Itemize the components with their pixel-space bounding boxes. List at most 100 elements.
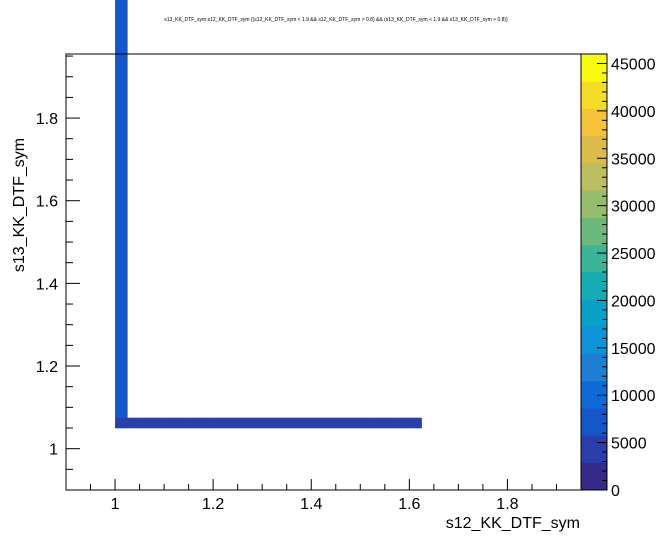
heatmap-cell: [115, 169, 128, 181]
colorbar-swatch: [581, 108, 607, 137]
heatmap-cell: [115, 107, 128, 119]
heatmap-cell: [115, 324, 128, 336]
colorbar-tick-label: 40000: [611, 104, 656, 121]
heatmap-cell: [115, 345, 128, 356]
heatmap-cell: [115, 293, 128, 305]
y-tick-label: 1.8: [36, 111, 58, 128]
colorbar-swatch: [581, 408, 607, 436]
colorbar-swatch: [581, 217, 607, 246]
heatmap-cell: [384, 417, 398, 429]
heatmap-cell: [115, 304, 128, 315]
colorbar-tick-label: 30000: [611, 199, 656, 216]
heatmap-cell: [115, 242, 128, 253]
heatmap-cell: [115, 118, 128, 129]
colorbar-swatch: [581, 326, 607, 355]
colorbar-tick-label: 25000: [611, 246, 656, 263]
heatmap-cell: [115, 45, 128, 57]
heatmap-cell: [127, 417, 140, 429]
colorbar-swatch: [581, 462, 607, 491]
heatmap-cell: [115, 97, 128, 109]
heatmap-cell: [115, 314, 128, 325]
x-tick-label: 1: [111, 496, 120, 513]
x-axis-label: s12_KK_DTF_sym: [446, 515, 580, 532]
heatmap-cell: [262, 417, 275, 429]
colorbar-tick-label: 20000: [611, 293, 656, 310]
colorbar-tick-label: 35000: [611, 151, 656, 168]
heatmap-cell: [115, 355, 128, 367]
heatmap-cell: [115, 262, 128, 274]
colorbar-swatch: [581, 81, 607, 109]
heatmap-cell: [115, 76, 128, 88]
heatmap-cell: [139, 417, 153, 429]
heatmap-cell: [115, 149, 128, 160]
heatmap-cell: [237, 417, 251, 429]
heatmap-cell: [249, 417, 263, 429]
heatmap-cell: [115, 190, 128, 202]
colorbar-swatch: [581, 54, 607, 82]
heatmap-cell: [164, 417, 177, 429]
heatmap-cell: [298, 417, 312, 429]
heatmap-cells: [115, 0, 422, 429]
heatmap-cell: [323, 417, 337, 429]
y-axis: 1 1.2 1.4 1.6 1.8: [36, 55, 80, 470]
heatmap-cell: [115, 283, 128, 294]
heatmap-cell: [225, 417, 238, 429]
heatmap-cell: [115, 56, 128, 67]
heatmap-cell: [115, 4, 128, 16]
heatmap-cell: [274, 417, 288, 429]
x-tick-label: 1.8: [496, 496, 518, 513]
colorbar-tick-label: 5000: [611, 436, 647, 453]
heatmap-cell: [115, 0, 128, 5]
heatmap-cell: [115, 386, 128, 398]
colorbar-swatch: [581, 190, 607, 218]
heatmap-cell: [176, 417, 189, 429]
y-axis-label: s13_KK_DTF_sym: [11, 138, 28, 272]
heatmap-cell: [115, 66, 128, 78]
heatmap-cell: [115, 366, 128, 377]
colorbar-tick-label: 45000: [611, 56, 656, 73]
heatmap-cell: [115, 180, 128, 191]
colorbar-swatch: [581, 272, 607, 300]
heatmap-cell: [372, 417, 386, 429]
y-tick-label: 1: [49, 442, 58, 459]
heatmap-cell: [286, 417, 300, 429]
heatmap-cell: [115, 417, 128, 429]
heatmap-cell: [115, 335, 128, 346]
heatmap-cell: [409, 417, 422, 429]
chart-title: s13_KK_DTF_sym:s12_KK_DTF_sym {(s12_KK_D…: [164, 17, 508, 23]
heatmap-cell: [115, 252, 128, 264]
colorbar-swatch: [581, 135, 607, 164]
heatmap-cell: [115, 35, 128, 47]
heatmap-cell: [115, 159, 128, 171]
colorbar-tick-label: 0: [611, 483, 620, 500]
heatmap-cell: [115, 231, 128, 243]
heatmap-cell: [397, 417, 410, 429]
heatmap-cell: [311, 417, 324, 429]
heatmap-cell: [348, 417, 361, 429]
heatmap-cell: [360, 417, 373, 429]
x-tick-label: 1.2: [202, 496, 224, 513]
heatmap-cell: [115, 273, 128, 284]
heatmap-cell: [115, 200, 128, 212]
colorbar-swatch: [581, 299, 607, 327]
heatmap-cell: [151, 417, 165, 429]
x-axis: 1 1.2 1.4 1.6 1.8: [90, 479, 557, 513]
heatmap-cell: [115, 25, 128, 36]
heatmap-cell: [115, 397, 128, 408]
y-tick-label: 1.2: [36, 359, 58, 376]
heatmap-cell: [115, 211, 128, 222]
colorbar-swatch: [581, 353, 607, 382]
heatmap-cell: [115, 87, 128, 98]
y-tick-label: 1.4: [36, 276, 58, 293]
colorbar: 0 5000 10000 15000 20000 25000 30000 35000 40000…: [580, 53, 656, 500]
colorbar-tick-label: 10000: [611, 388, 656, 405]
colorbar-swatch: [581, 435, 607, 464]
heatmap-cell: [188, 417, 202, 429]
x-tick-label: 1.4: [300, 496, 322, 513]
heatmap-cell: [115, 128, 128, 140]
colorbar-swatch: [581, 244, 607, 273]
heatmap-cell: [115, 221, 128, 233]
heatmap-cell: [115, 14, 128, 26]
